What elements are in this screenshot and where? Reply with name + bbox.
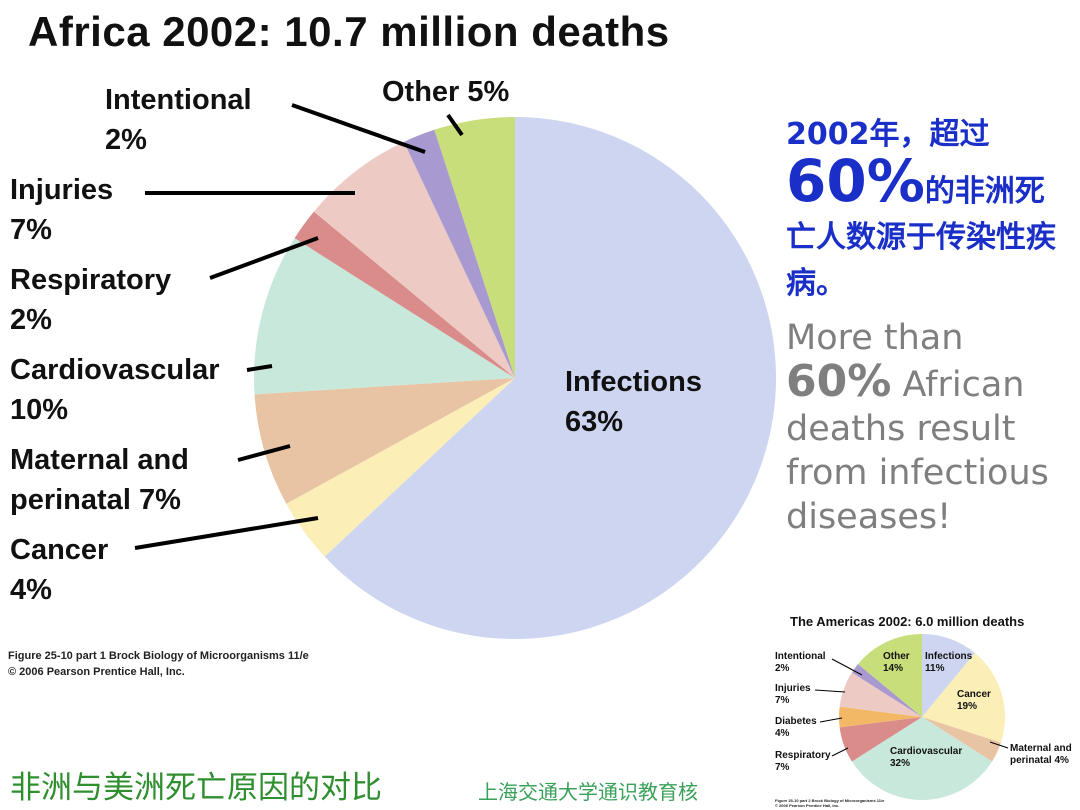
category-label: Cancer	[957, 689, 991, 700]
value-label: 4%	[775, 728, 790, 739]
caption: © 2006 Pearson Prentice Hall, Inc.	[775, 803, 840, 808]
category-label: Infections	[565, 366, 702, 398]
pie-slice	[851, 717, 993, 800]
slice-label: Cardiovascular 32%	[890, 746, 962, 770]
value-label: 5%	[467, 76, 510, 108]
pie-slice	[324, 117, 776, 639]
leader-line	[134, 516, 319, 550]
category-label: Other	[382, 76, 460, 108]
category-label: Cancer	[10, 534, 109, 566]
caption: Figure 25-10 part 2 Brock Biology of Mic…	[775, 798, 885, 803]
leader-line	[291, 103, 426, 154]
category-label: Injuries	[775, 683, 811, 694]
pie-slice	[839, 706, 922, 728]
slice-label: Other 14%	[883, 651, 910, 675]
category-label: Other	[883, 651, 910, 662]
category-label: Injuries	[10, 174, 114, 206]
slice-label: Injuries 7%	[775, 683, 811, 707]
note-number: 60%	[786, 356, 892, 407]
slice-label: Diabetes 4%	[775, 716, 817, 740]
category-label: Cardiovascular	[890, 746, 963, 757]
value-label: 19%	[957, 701, 978, 712]
pie-slice	[839, 717, 922, 762]
slice-label: Respiratory 7%	[775, 750, 831, 774]
slice-label: Intentional 2%	[775, 651, 826, 675]
pie-slice	[434, 117, 515, 378]
note-en: More than 60% African deaths result from …	[786, 316, 1066, 539]
chart-title: Africa 2002: 10.7 million deaths	[28, 8, 670, 55]
value-label: 2%	[10, 304, 52, 336]
category-label: Intentional	[775, 651, 826, 662]
pie-slice	[922, 634, 975, 717]
value-label: 4%	[1054, 755, 1069, 766]
caption: Figure 25-10 part 1 Brock Biology of Mic…	[8, 650, 309, 662]
leader-line	[831, 747, 849, 757]
leader-line	[237, 444, 291, 462]
leader-line	[446, 113, 464, 137]
footer-source: 上海交通大学通识教育核	[478, 780, 698, 804]
leader-line	[814, 689, 846, 693]
value-label: 4%	[10, 574, 52, 606]
pie-slice	[254, 238, 515, 395]
value-label: 7%	[775, 762, 790, 773]
category-label: Cardiovascular	[10, 354, 220, 386]
value-label: 14%	[883, 663, 904, 674]
category-label: Maternal and perinatal	[1010, 743, 1072, 766]
slice-label: Other 5%	[382, 72, 509, 112]
note-text: 的非洲死亡人数源于传染性疾病。	[786, 174, 1056, 301]
value-label: 63%	[565, 406, 624, 438]
slice-label: Maternal and perinatal 7%	[10, 440, 245, 520]
category-label: Intentional	[105, 84, 252, 116]
pie-slice	[286, 378, 515, 557]
value-label: 10%	[10, 394, 69, 426]
pie-slice	[922, 653, 1005, 743]
slice-label: Cardiovascular 10%	[10, 350, 220, 430]
slice-label: Cancer 4%	[10, 530, 108, 610]
value-label: 2%	[105, 124, 147, 156]
leader-line	[989, 741, 1009, 749]
value-label: 11%	[925, 663, 945, 674]
leader-line	[831, 658, 863, 676]
category-label: Respiratory	[10, 264, 172, 296]
value-label: 32%	[890, 758, 911, 769]
slice-label: Respiratory 2%	[10, 260, 171, 340]
note-zh: 2002年，超过60%的非洲死亡人数源于传染性疾病。	[786, 112, 1066, 307]
pie-slice	[858, 634, 922, 717]
value-label: 7%	[775, 695, 790, 706]
slice-label: Infections 11%	[925, 651, 972, 675]
category-label: Diabetes	[775, 716, 817, 727]
chart-title: The Americas 2002: 6.0 million deaths	[790, 614, 1025, 629]
slice-label: Cancer 19%	[957, 689, 991, 713]
category-label: Infections	[925, 651, 973, 662]
slice-label: Injuries 7%	[10, 170, 113, 250]
category-label: Respiratory	[775, 750, 831, 761]
leader-line	[209, 236, 319, 280]
category-label: Maternal and perinatal	[10, 444, 189, 516]
value-label: 7%	[138, 484, 181, 516]
note-text: 2002年，超过	[786, 117, 990, 152]
value-label: 2%	[775, 663, 790, 674]
leader-line	[819, 717, 843, 723]
footer-title: 非洲与美洲死亡原因的对比	[10, 770, 382, 806]
note-text: More than	[786, 318, 964, 358]
pie-slice	[313, 141, 515, 378]
slice-label: Intentional 2%	[105, 80, 252, 160]
pie-slice	[403, 129, 515, 378]
note-number: 60%	[786, 147, 925, 215]
note-text: African deaths result from infectious di…	[786, 365, 1049, 537]
slice-label: Maternal and perinatal 4%	[1010, 743, 1080, 767]
caption: © 2006 Pearson Prentice Hall, Inc.	[8, 666, 185, 678]
pie-slice	[851, 664, 922, 717]
pie-slice	[839, 672, 922, 717]
pie-slice	[922, 717, 1001, 762]
pie-slice	[254, 378, 516, 504]
slice-label: Infections 63%	[565, 362, 702, 442]
pie-slice	[294, 211, 515, 378]
leader-line	[246, 364, 273, 372]
value-label: 7%	[10, 214, 52, 246]
